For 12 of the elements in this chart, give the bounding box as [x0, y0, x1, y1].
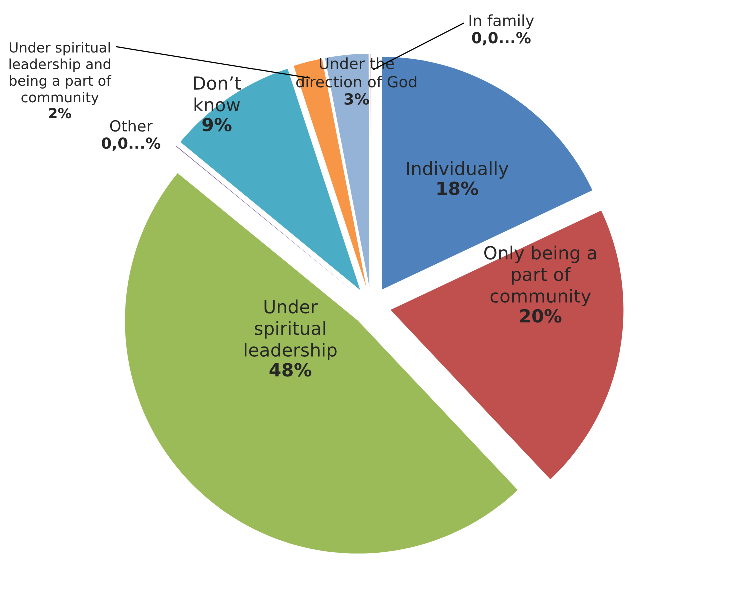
data-label: 0,0...%: [102, 138, 161, 152]
data-label: 18%: [438, 182, 478, 196]
data-label: 20%: [520, 309, 562, 323]
data-label: 48%: [270, 363, 312, 377]
slice-label: Other: [110, 120, 153, 132]
slice-label: Under spiritual leadership: [245, 300, 337, 360]
data-label: 0,0...%: [472, 32, 531, 46]
slice-label: In family: [470, 14, 534, 30]
data-label: 2%: [49, 108, 72, 119]
slice-label: Under spiritual leadership and being a part of community: [10, 42, 112, 106]
data-label: 9%: [202, 118, 232, 132]
slice-label: Individually: [407, 162, 509, 179]
